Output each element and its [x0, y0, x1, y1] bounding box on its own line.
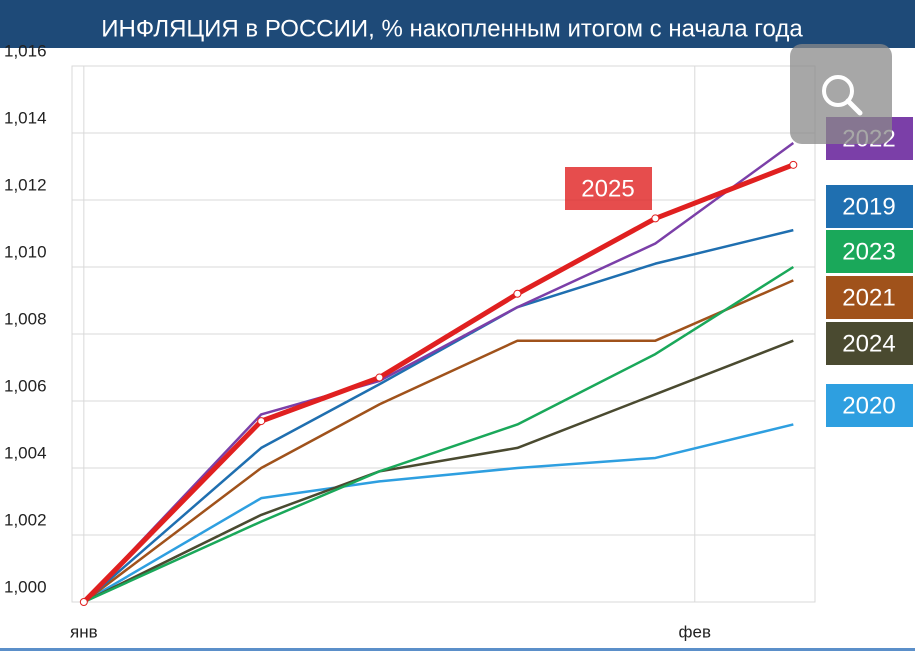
point: [513, 289, 522, 298]
point: [375, 373, 384, 382]
y-tick-label: 1,016: [4, 41, 47, 60]
chart-title: ИНФЛЯЦИЯ в РОССИИ, % накопленным итогом …: [101, 15, 803, 42]
legend-box: [826, 276, 913, 319]
legend-label: 2020: [842, 392, 895, 419]
legend-label: 2023: [842, 238, 895, 265]
plot: 1,000 1,002 1,004 1,006 1,008 1,010 1,012 1,014…: [4, 41, 913, 641]
x-tick-label: янв: [70, 622, 98, 641]
series-line: [83, 265, 794, 604]
x-tick-label: фев: [679, 622, 711, 641]
y-tick-label: 1,012: [4, 175, 47, 194]
point: [257, 417, 266, 426]
search-button[interactable]: [790, 44, 892, 144]
legend-box: [826, 230, 913, 273]
series-line: [83, 423, 794, 604]
legend-box: [826, 322, 913, 365]
point: [789, 160, 798, 169]
y-tick-label: 1,014: [4, 108, 47, 127]
title-bar: [0, 0, 915, 48]
point: [79, 598, 88, 606]
search-bg[interactable]: [790, 44, 892, 144]
series-line: [83, 228, 794, 603]
point: [651, 214, 660, 223]
y-tick-label: 1,006: [4, 376, 47, 395]
series-line: [82, 142, 795, 603]
legend-label: 2021: [842, 284, 895, 311]
series-line: [83, 339, 794, 604]
y-tick-label: 1,004: [4, 443, 47, 462]
legend-box: [826, 185, 913, 228]
y-tick-label: 1,008: [4, 309, 47, 328]
search-icon: [845, 98, 863, 116]
legend-label: 2024: [842, 330, 895, 357]
y-tick-label: 1,002: [4, 510, 47, 529]
legend-box: [565, 167, 652, 210]
search-icon: [822, 75, 854, 107]
series-line: [82, 162, 795, 604]
legend-label: 2019: [842, 193, 895, 220]
series-line: [83, 279, 794, 603]
y-tick-label: 1,000: [4, 577, 47, 596]
legend-box: [826, 384, 913, 427]
legend-label: 2025: [581, 175, 634, 202]
bottom-rule: [0, 648, 915, 651]
y-tick-label: 1,010: [4, 242, 47, 261]
